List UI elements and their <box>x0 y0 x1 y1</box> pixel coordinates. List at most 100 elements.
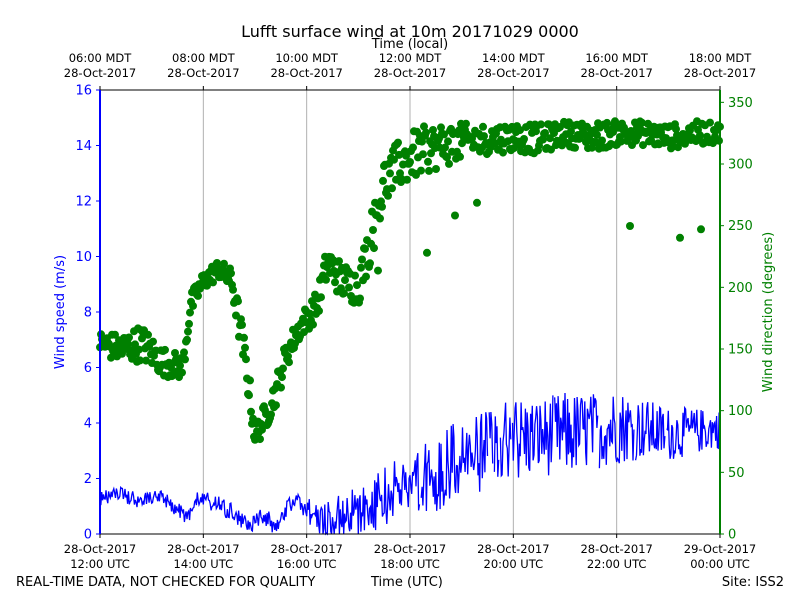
bottom-tick-label-date: 28-Oct-2017 <box>270 542 342 556</box>
wind-direction-point <box>306 309 314 318</box>
wind-direction-point <box>194 291 202 300</box>
wind-direction-point <box>444 137 452 146</box>
wind-direction-point <box>541 129 549 137</box>
wind-direction-point <box>240 333 248 342</box>
wind-direction-point <box>440 130 448 139</box>
left-tick-label: 0 <box>84 528 92 543</box>
wind-direction-point <box>229 285 237 294</box>
wind-direction-point <box>406 158 414 166</box>
wind-direction-point <box>135 345 143 354</box>
grid-lines <box>202 90 618 534</box>
wind-direction-point <box>246 376 254 385</box>
left-tick-label: 12 <box>75 195 92 210</box>
wind-direction-point <box>672 125 680 134</box>
wind-direction-point <box>390 155 398 164</box>
top-tick-label-date: 28-Oct-2017 <box>167 66 239 80</box>
wind-direction-point <box>277 383 285 392</box>
wind-direction-point <box>696 131 704 140</box>
top-tick-label-date: 28-Oct-2017 <box>580 66 652 80</box>
wind-direction-point <box>209 278 217 287</box>
wind-direction-point <box>317 293 325 302</box>
wind-direction-point <box>284 352 292 361</box>
wind-direction-point <box>499 148 507 157</box>
top-tick-label-time: 18:00 MDT <box>689 51 753 65</box>
wind-direction-point <box>178 368 186 377</box>
wind-direction-point <box>603 118 611 127</box>
left-tick-label: 8 <box>84 306 92 321</box>
bottom-tick-label-date: 28-Oct-2017 <box>167 542 239 556</box>
right-tick-label: 350 <box>728 96 753 111</box>
wind-direction-point <box>384 191 392 200</box>
wind-direction-point <box>626 222 634 230</box>
wind-direction-point <box>357 263 365 272</box>
left-tick-label: 6 <box>84 361 92 376</box>
wind-direction-point <box>315 306 323 315</box>
bottom-tick-label-time: 12:00 UTC <box>70 557 130 571</box>
wind-direction-point <box>379 176 387 185</box>
wind-direction-point <box>247 407 255 416</box>
wind-direction-point <box>374 266 382 275</box>
left-tick-label: 14 <box>75 139 92 154</box>
wind-direction-point <box>422 128 430 137</box>
wind-direction-point <box>445 159 453 168</box>
wind-direction-point <box>571 143 579 152</box>
wind-direction-point <box>227 269 235 278</box>
bottom-tick-label-time: 00:00 UTC <box>690 557 750 571</box>
wind-direction-point <box>598 136 606 145</box>
wind-direction-point <box>124 339 132 348</box>
wind-direction-point <box>358 255 366 264</box>
tick-labels: 0 2 4 6 8 10 12 14 16 0 50 100 150 200 250 300 350 28-Oct… <box>64 51 756 571</box>
wind-direction-point <box>366 259 374 268</box>
bottom-tick-label-time: 18:00 UTC <box>380 557 440 571</box>
wind-direction-point <box>537 120 545 129</box>
wind-direction-point <box>256 435 264 444</box>
wind-direction-point <box>220 259 228 268</box>
right-axis-label: Wind direction (degrees) <box>761 232 776 392</box>
wind-direction-point <box>617 137 625 146</box>
x-axis-label: Time (UTC) <box>371 575 443 590</box>
site-label: Site: ISS2 <box>721 575 784 590</box>
wind-direction-point <box>189 301 197 310</box>
wind-speed-line <box>99 392 721 536</box>
wind-direction-point <box>674 143 682 152</box>
wind-direction-point <box>125 333 133 342</box>
wind-direction-point <box>111 330 119 339</box>
top-tick-label-date: 28-Oct-2017 <box>270 66 342 80</box>
right-tick-label: 100 <box>728 404 753 419</box>
wind-direction-point <box>149 337 157 346</box>
wind-direction-point <box>456 152 464 161</box>
bottom-tick-label-date: 28-Oct-2017 <box>64 542 136 556</box>
wind-direction-point <box>437 123 445 132</box>
wind-direction-point <box>369 226 377 234</box>
wind-direction-point <box>403 175 411 184</box>
top-tick-label-date: 28-Oct-2017 <box>684 66 756 80</box>
right-tick-label: 300 <box>728 158 753 173</box>
top-tick-label-date: 28-Oct-2017 <box>477 66 549 80</box>
wind-direction-point <box>309 320 317 329</box>
wind-direction-point <box>676 233 684 242</box>
wind-direction-point <box>697 225 705 234</box>
wind-direction-point <box>185 319 193 328</box>
wind-direction-point <box>378 202 386 211</box>
wind-direction-point <box>335 257 343 266</box>
wind-direction-point <box>176 361 184 370</box>
wind-direction-point <box>356 294 364 303</box>
top-tick-label-time: 16:00 MDT <box>585 51 649 65</box>
wind-direction-point <box>161 345 169 354</box>
wind-direction-point <box>516 126 524 135</box>
left-tick-label: 16 <box>75 84 92 99</box>
wind-direction-point <box>409 143 417 152</box>
top-tick-label-time: 10:00 MDT <box>275 51 339 65</box>
wind-direction-point <box>184 327 192 336</box>
right-tick-label: 50 <box>728 466 745 481</box>
wind-direction-point <box>432 165 440 173</box>
wind-speed-series <box>99 392 721 536</box>
wind-direction-point <box>473 198 481 207</box>
wind-direction-point <box>388 184 396 193</box>
wind-direction-point <box>420 122 428 131</box>
wind-direction-point <box>611 117 619 126</box>
wind-direction-point <box>443 153 451 162</box>
bottom-tick-label-date: 28-Oct-2017 <box>374 542 446 556</box>
right-tick-label: 0 <box>728 528 736 543</box>
